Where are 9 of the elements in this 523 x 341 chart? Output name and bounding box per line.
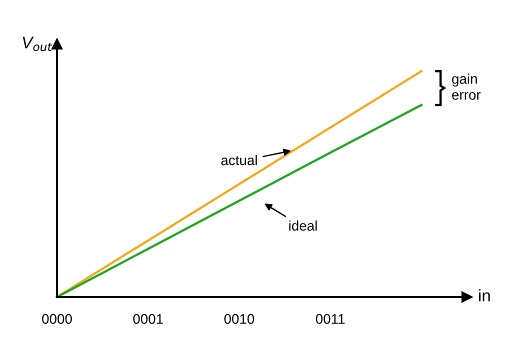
x-tick-label: 0011 (316, 314, 345, 324)
annotation: gain error (452, 74, 481, 100)
text: ideal (289, 220, 317, 231)
x-axis-title: in (479, 289, 490, 302)
series-label: actual (221, 154, 257, 166)
x-tick-label: 0000 (42, 314, 72, 324)
x-tick-label: 0010 (224, 314, 254, 324)
y-axis-title: V$_{out}$ (22, 36, 52, 52)
x-tick-label: 0001 (133, 314, 163, 324)
